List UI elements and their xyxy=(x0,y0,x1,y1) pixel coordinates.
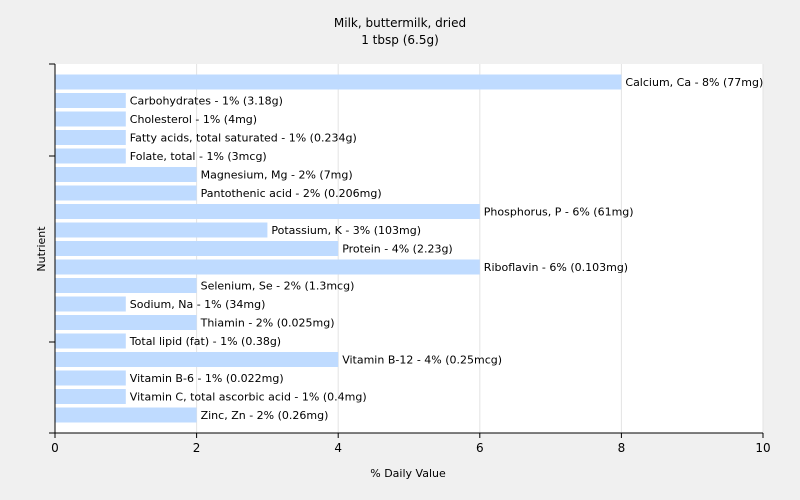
bar-label: Zinc, Zn - 2% (0.26mg) xyxy=(201,409,329,422)
bar-label: Thiamin - 2% (0.025mg) xyxy=(200,317,335,330)
bar-vitamin-b-12 xyxy=(55,352,339,367)
bar-phosphorus-p xyxy=(55,204,480,219)
x-tick-label: 2 xyxy=(193,441,201,455)
bar-label: Vitamin B-6 - 1% (0.022mg) xyxy=(130,372,284,385)
bar-total-lipid-fat xyxy=(55,333,126,349)
bar-label: Magnesium, Mg - 2% (7mg) xyxy=(201,169,353,182)
bar-vitamin-b-6 xyxy=(55,370,126,386)
bar-calcium-ca xyxy=(55,74,622,90)
bar-label: Fatty acids, total saturated - 1% (0.234… xyxy=(130,132,357,145)
bars: Calcium, Ca - 8% (77mg) Carbohydrates - 1… xyxy=(55,74,763,423)
bar-magnesium-mg xyxy=(55,167,197,182)
bar-label: Cholesterol - 1% (4mg) xyxy=(130,113,257,126)
bar-label: Vitamin C, total ascorbic acid - 1% (0.4… xyxy=(130,391,367,404)
x-tick-label: 8 xyxy=(618,441,626,455)
bar-protein xyxy=(55,241,339,256)
y-axis-title: Nutrient xyxy=(35,226,48,272)
bar-zinc-zn xyxy=(55,407,197,423)
bar-cholesterol xyxy=(55,111,126,127)
bar-riboflavin xyxy=(55,259,480,275)
axes: 0 2 4 6 8 10 xyxy=(49,63,771,455)
bar-label: Sodium, Na - 1% (34mg) xyxy=(130,298,266,311)
bar-label: Carbohydrates - 1% (3.18g) xyxy=(130,95,283,108)
x-tick-label: 6 xyxy=(476,441,484,455)
bar-label: Riboflavin - 6% (0.103mg) xyxy=(484,261,628,274)
bar-label: Protein - 4% (2.23g) xyxy=(342,243,453,256)
chart-subtitle: 1 tbsp (6.5g) xyxy=(361,33,439,47)
bar-carbohydrates xyxy=(55,93,126,108)
bar-label: Vitamin B-12 - 4% (0.25mcg) xyxy=(342,354,502,367)
bar-pantothenic-acid xyxy=(55,185,197,201)
bar-label: Pantothenic acid - 2% (0.206mg) xyxy=(201,187,382,200)
x-axis-title: % Daily Value xyxy=(370,467,446,480)
bar-vitamin-c-total-ascorbic-acid xyxy=(55,389,126,404)
bar-label: Folate, total - 1% (3mcg) xyxy=(130,150,267,163)
x-tick-label: 4 xyxy=(334,441,342,455)
bar-fatty-acids-total-saturated xyxy=(55,130,126,145)
x-tick-label: 0 xyxy=(51,441,59,455)
bar-label: Phosphorus, P - 6% (61mg) xyxy=(484,206,634,219)
bar-label: Total lipid (fat) - 1% (0.38g) xyxy=(129,335,281,348)
x-tick-label: 10 xyxy=(755,441,770,455)
bar-label: Selenium, Se - 2% (1.3mcg) xyxy=(201,280,355,293)
bar-selenium-se xyxy=(55,278,197,293)
chart-title: Milk, buttermilk, dried xyxy=(334,16,466,30)
bar-label: Potassium, K - 3% (103mg) xyxy=(271,224,421,237)
bar-sodium-na xyxy=(55,296,126,312)
bar-potassium-k xyxy=(55,222,268,238)
bar-thiamin xyxy=(55,315,197,330)
bar-folate-total xyxy=(55,148,126,164)
bar-label: Calcium, Ca - 8% (77mg) xyxy=(625,76,763,89)
